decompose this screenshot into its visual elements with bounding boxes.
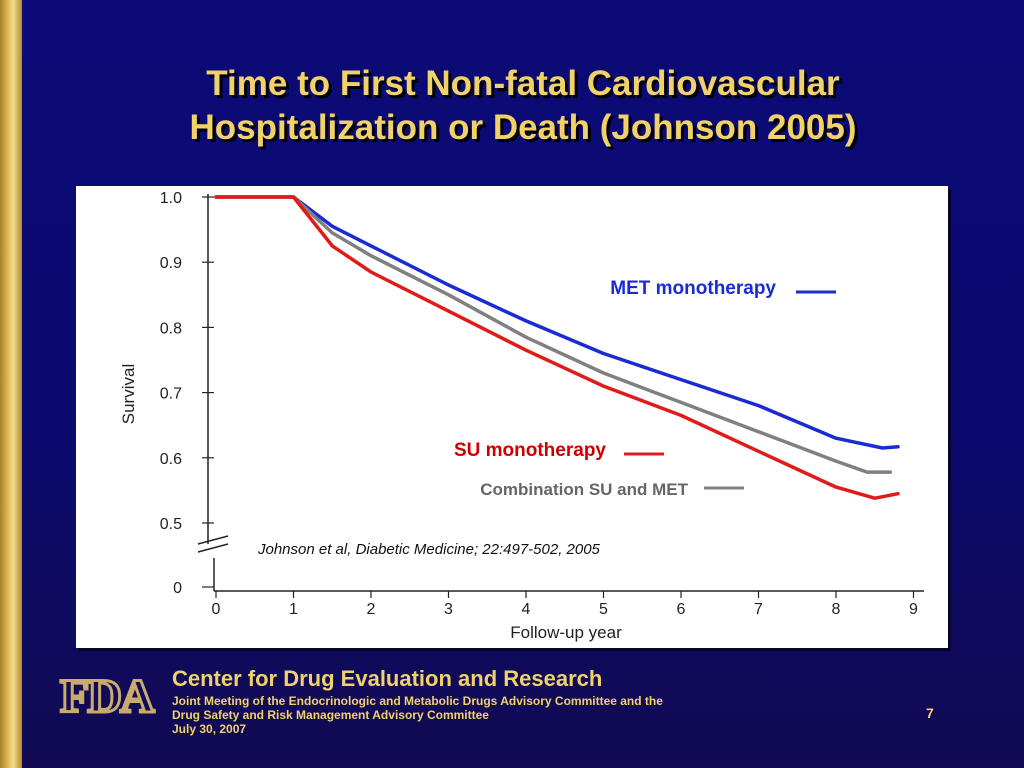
x-tick-label: 0 <box>212 601 221 618</box>
x-axis-label: Follow-up year <box>510 623 622 642</box>
page-number: 7 <box>926 705 934 721</box>
series-line-1 <box>214 195 893 474</box>
footer-center-name: Center for Drug Evaluation and Research <box>172 666 603 691</box>
series-label-1: Combination SU and MET <box>480 480 688 499</box>
x-tick-label: 2 <box>367 601 376 618</box>
x-tick-label: 6 <box>677 601 686 618</box>
footer-meeting-info: Joint Meeting of the Endocrinologic and … <box>172 694 663 736</box>
x-tick-label: 1 <box>289 601 298 618</box>
y-tick-label: 0.8 <box>160 320 182 337</box>
y-tick-label: 0.5 <box>160 516 182 533</box>
axis-break-mark <box>197 535 229 545</box>
slide-title: Time to First Non-fatal Cardiovascular H… <box>22 62 1024 150</box>
gold-side-bar <box>0 0 22 768</box>
chart-axes: 0 0.5 0.6 0.7 0.8 0.9 1.0 0 1 2 3 4 5 6 7 8 9 Follow-up y… <box>119 190 924 642</box>
x-tick-label: 9 <box>909 601 918 618</box>
fda-logo-text: FDA <box>60 670 155 720</box>
chart-labels: Johnson et al, Diabetic Medicine; 22:497… <box>257 278 836 558</box>
x-tick-label: 5 <box>599 601 608 618</box>
y-tick-label: 0 <box>173 580 182 597</box>
fda-logo: FDA <box>59 670 159 720</box>
survival-chart-panel: 0 0.5 0.6 0.7 0.8 0.9 1.0 0 1 2 3 4 5 6 7 8 9 Follow-up y… <box>76 186 948 648</box>
y-tick-label: 1.0 <box>160 190 182 207</box>
footer-meeting-line-1: Joint Meeting of the Endocrinologic and … <box>172 694 663 708</box>
footer-date: July 30, 2007 <box>172 722 247 736</box>
series-label-0: MET monotherapy <box>610 278 776 299</box>
footer-meeting-line-2: Drug Safety and Risk Management Advisory… <box>172 708 489 722</box>
chart-series <box>214 195 900 500</box>
y-tick-label: 0.6 <box>160 451 182 468</box>
x-tick-label: 7 <box>754 601 763 618</box>
survival-chart: 0 0.5 0.6 0.7 0.8 0.9 1.0 0 1 2 3 4 5 6 7 8 9 Follow-up y… <box>119 190 924 642</box>
chart-citation: Johnson et al, Diabetic Medicine; 22:497… <box>257 541 601 558</box>
y-tick-label: 0.9 <box>160 255 182 272</box>
y-tick-label: 0.7 <box>160 386 182 403</box>
series-label-2: SU monotherapy <box>454 440 606 461</box>
x-tick-label: 3 <box>444 601 453 618</box>
series-line-2 <box>214 195 900 500</box>
x-tick-label: 4 <box>522 601 531 618</box>
axis-break-mark <box>197 543 229 553</box>
slide-title-line-1: Time to First Non-fatal Cardiovascular <box>206 64 840 103</box>
y-axis-label: Survival <box>119 364 138 424</box>
slide-title-line-2: Hospitalization or Death (Johnson 2005) <box>189 108 857 147</box>
series-line-0 <box>214 195 900 450</box>
x-tick-label: 8 <box>832 601 841 618</box>
